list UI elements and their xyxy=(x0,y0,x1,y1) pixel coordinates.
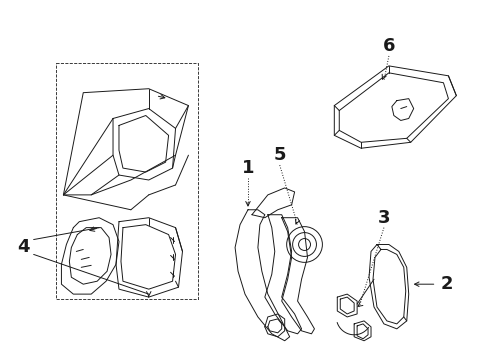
Text: 4: 4 xyxy=(18,238,30,256)
Text: 6: 6 xyxy=(383,37,395,55)
Text: 3: 3 xyxy=(378,209,390,227)
Text: 1: 1 xyxy=(242,159,254,177)
Text: 5: 5 xyxy=(273,146,286,164)
Text: 2: 2 xyxy=(440,275,453,293)
